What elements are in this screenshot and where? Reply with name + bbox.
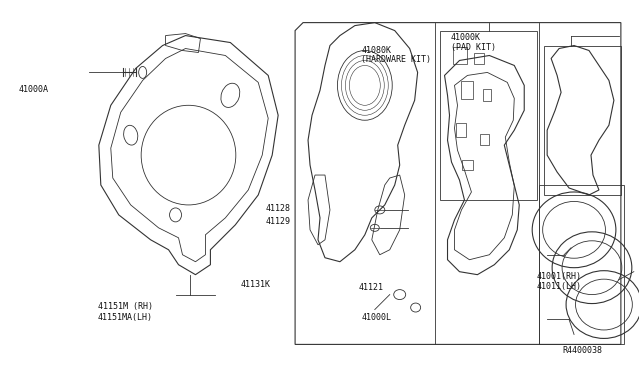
Text: 41011(LH): 41011(LH) bbox=[537, 282, 582, 291]
Text: 41000A: 41000A bbox=[19, 85, 49, 94]
Text: 41000K: 41000K bbox=[451, 33, 481, 42]
Bar bbox=[452, 46, 467, 64]
Text: 41001(RH): 41001(RH) bbox=[537, 272, 582, 281]
Text: 41131K: 41131K bbox=[240, 280, 270, 289]
Text: 41080K: 41080K bbox=[362, 46, 392, 55]
Text: 41129: 41129 bbox=[266, 217, 291, 226]
Text: 41151MA(LH): 41151MA(LH) bbox=[98, 313, 153, 322]
Text: 41000L: 41000L bbox=[362, 313, 392, 322]
Bar bbox=[456, 123, 467, 137]
Bar bbox=[483, 89, 492, 101]
Bar bbox=[461, 81, 474, 99]
Text: R4400038: R4400038 bbox=[563, 346, 602, 355]
Bar bbox=[481, 134, 490, 145]
Text: 41151M (RH): 41151M (RH) bbox=[98, 302, 153, 311]
Bar bbox=[474, 52, 484, 64]
Text: (PAD KIT): (PAD KIT) bbox=[451, 42, 496, 51]
Text: 41121: 41121 bbox=[358, 283, 383, 292]
Text: 41128: 41128 bbox=[266, 204, 291, 213]
Text: (HARDWARE KIT): (HARDWARE KIT) bbox=[362, 55, 431, 64]
Bar bbox=[463, 160, 474, 170]
